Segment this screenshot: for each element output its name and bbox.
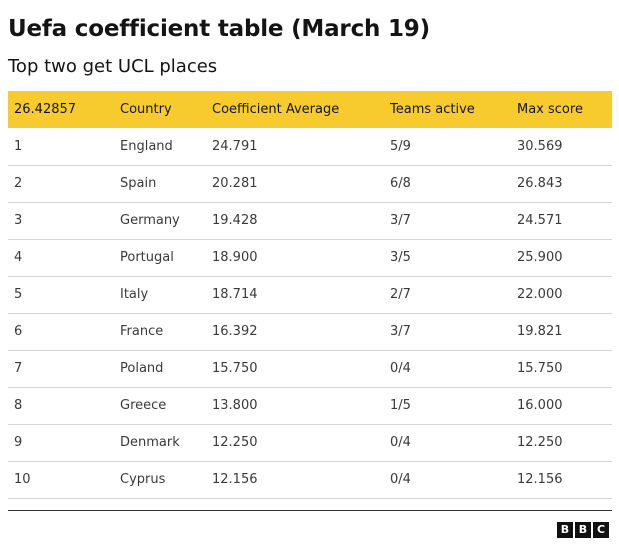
country-cell: Cyprus [120,472,166,487]
table-row: 7 Poland 15.750 0/4 15.750 [8,350,612,387]
rank-cell: 9 [14,435,23,450]
table-row: 9 Denmark 12.250 0/4 12.250 [8,424,612,461]
teams-active-cell: 0/4 [390,472,411,487]
footer-divider [8,510,612,511]
table-row: 8 Greece 13.800 1/5 16.000 [8,387,612,424]
header-cell-country: Country [120,102,172,117]
coefficient-average-cell: 12.156 [212,472,258,487]
table-row: 6 France 16.392 3/7 19.821 [8,313,612,350]
table-body: 1 England 24.791 5/9 30.569 2 Spain 20.281 6/8 26… [8,128,612,498]
rank-cell: 4 [14,250,23,265]
country-cell: Spain [120,176,157,191]
coefficient-average-cell: 24.791 [212,138,258,154]
teams-active-cell: 6/8 [390,176,411,191]
rank-cell: 7 [14,361,23,376]
country-cell: Denmark [120,435,180,450]
max-score-cell: 30.569 [517,138,563,154]
table-row: 5 Italy 18.714 2/7 22.000 [8,276,612,313]
bbc-logo: B B C [557,522,609,538]
coefficient-average-cell: 13.800 [212,398,258,413]
country-cell: England [120,138,173,154]
coefficient-average-cell: 19.428 [212,213,258,228]
teams-active-cell: 3/7 [390,324,411,339]
max-score-cell: 22.000 [517,287,563,302]
max-score-cell: 26.843 [517,176,563,191]
max-score-cell: 19.821 [517,324,563,339]
country-cell: Portugal [120,250,174,265]
country-cell: Italy [120,287,149,302]
rank-cell: 6 [14,324,23,339]
table-header-row: 26.42857 Country Coefficient Average Tea… [8,91,612,128]
chart-title: Uefa coefficient table (March 19) [8,16,430,42]
rank-cell: 3 [14,213,23,228]
table-header: 26.42857 Country Coefficient Average Tea… [8,91,612,128]
bbc-logo-block: C [593,522,609,538]
rank-cell: 1 [14,138,23,154]
header-cell-teams-active: Teams active [390,102,475,117]
country-cell: France [120,324,164,339]
max-score-cell: 16.000 [517,398,563,413]
coefficient-average-cell: 20.281 [212,176,258,191]
chart-subtitle: Top two get UCL places [8,56,218,77]
coefficient-average-cell: 15.750 [212,361,258,376]
bbc-logo-block: B [575,522,591,538]
coefficient-average-cell: 16.392 [212,324,258,339]
rank-cell: 10 [14,472,31,487]
teams-active-cell: 1/5 [390,398,411,413]
max-score-cell: 12.250 [517,435,563,450]
coefficient-average-cell: 12.250 [212,435,258,450]
max-score-cell: 25.900 [517,250,563,265]
max-score-cell: 12.156 [517,472,563,487]
bbc-logo-block: B [557,522,573,538]
max-score-cell: 15.750 [517,361,563,376]
table-row: 2 Spain 20.281 6/8 26.843 [8,165,612,202]
coefficient-table: 26.42857 Country Coefficient Average Tea… [8,91,612,499]
max-score-cell: 24.571 [517,213,563,228]
header-cell-score: 26.42857 [14,102,77,117]
coefficient-average-cell: 18.714 [212,287,258,302]
teams-active-cell: 3/5 [390,250,411,265]
coefficient-average-cell: 18.900 [212,250,258,265]
rank-cell: 5 [14,287,23,302]
teams-active-cell: 0/4 [390,435,411,450]
teams-active-cell: 0/4 [390,361,411,376]
country-cell: Germany [120,213,180,228]
teams-active-cell: 2/7 [390,287,411,302]
country-cell: Poland [120,361,164,376]
rank-cell: 8 [14,398,23,413]
teams-active-cell: 3/7 [390,213,411,228]
table-row: 4 Portugal 18.900 3/5 25.900 [8,239,612,276]
header-cell-max-score: Max score [517,102,583,117]
coefficient-table-container: 26.42857 Country Coefficient Average Tea… [8,91,612,499]
country-cell: Greece [120,398,167,413]
teams-active-cell: 5/9 [390,138,411,154]
header-cell-coefficient-average: Coefficient Average [212,102,340,117]
table-row: 3 Germany 19.428 3/7 24.571 [8,202,612,239]
table-row: 10 Cyprus 12.156 0/4 12.156 [8,461,612,498]
rank-cell: 2 [14,176,23,191]
table-row: 1 England 24.791 5/9 30.569 [8,128,612,165]
